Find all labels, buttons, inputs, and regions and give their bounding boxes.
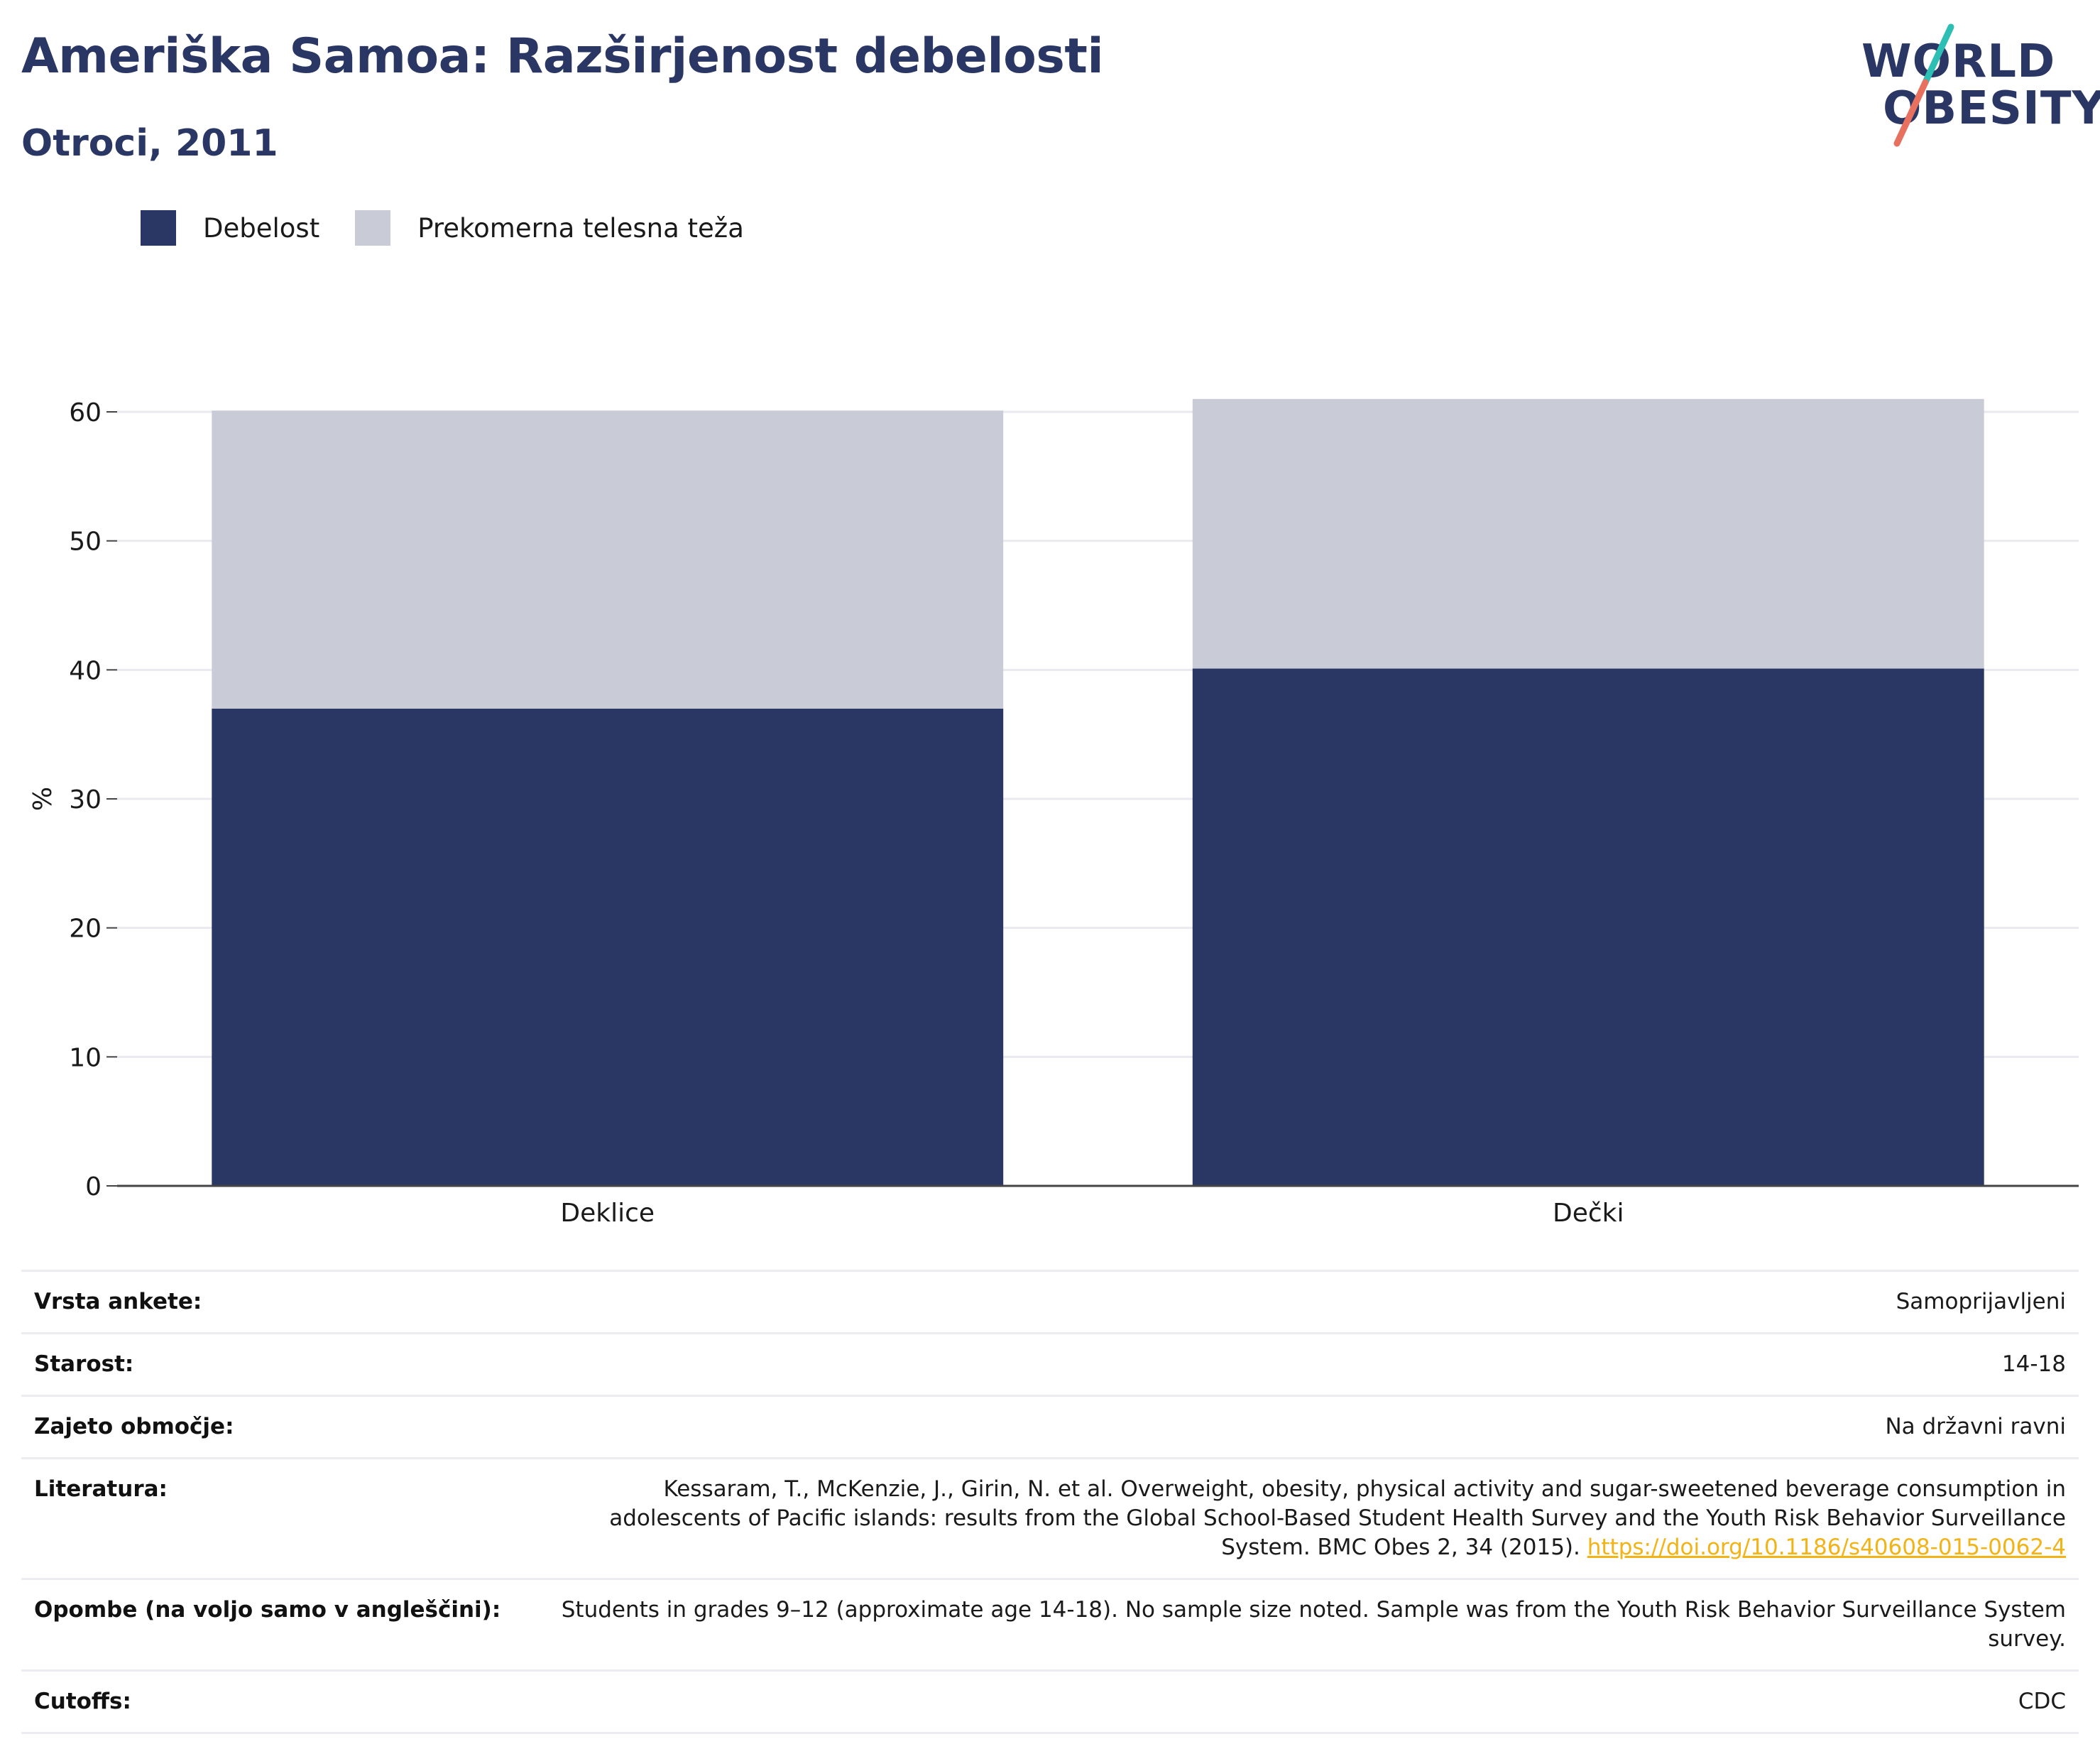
chart-title: Ameriška Samoa: Razširjenost debelosti bbox=[21, 28, 1104, 85]
metadata-key: Vrsta ankete: bbox=[21, 1270, 544, 1334]
x-tick-label: Deklice bbox=[560, 1199, 655, 1228]
legend-item-overweight[interactable]: Prekomerna telesna teža bbox=[355, 210, 744, 246]
bar-obesity bbox=[1192, 668, 1984, 1186]
legend-label-overweight: Prekomerna telesna teža bbox=[417, 212, 744, 244]
legend-swatch-obesity bbox=[141, 210, 176, 246]
bar-chart: 0 10 20 30 40 50 60% Deklice Dečki bbox=[28, 398, 2079, 1228]
metadata-row-cutoffs: Cutoffs: CDC bbox=[21, 1669, 2079, 1734]
legend-label-obesity: Debelost bbox=[203, 212, 320, 244]
metadata-value: Students in grades 9–12 (approximate age… bbox=[544, 1578, 2079, 1671]
bar-overweight bbox=[212, 410, 1004, 709]
metadata-value: Na državni ravni bbox=[544, 1395, 2079, 1459]
metadata-value: 14-18 bbox=[544, 1332, 2079, 1396]
y-tick-label: 60 bbox=[69, 398, 102, 427]
metadata-key: Opombe (na voljo samo v angleščini): bbox=[21, 1578, 544, 1671]
y-tick-label: 50 bbox=[69, 528, 102, 557]
bar-obesity bbox=[212, 708, 1004, 1186]
metadata-key: Starost: bbox=[21, 1332, 544, 1396]
y-tick-label: 20 bbox=[69, 915, 102, 944]
metadata-row-coverage: Zajeto območje: Na državni ravni bbox=[21, 1395, 2079, 1459]
logo-line-1: WORLD bbox=[1861, 36, 2056, 88]
metadata-table: Vrsta ankete: Samoprijavljeni Starost: 1… bbox=[21, 1270, 2079, 1734]
metadata-key: Literatura: bbox=[21, 1457, 544, 1579]
metadata-value: CDC bbox=[544, 1669, 2079, 1734]
x-tick-label: Dečki bbox=[1553, 1199, 1624, 1228]
legend-swatch-overweight bbox=[355, 210, 391, 246]
y-tick-label: 40 bbox=[69, 656, 102, 685]
literature-citation: Kessaram, T., McKenzie, J., Girin, N. et… bbox=[609, 1476, 2066, 1560]
world-obesity-logo: WORLD OBESITY bbox=[1846, 21, 2100, 149]
y-axis-label: % bbox=[28, 787, 58, 811]
y-tick-label: 10 bbox=[69, 1043, 102, 1072]
metadata-value: Kessaram, T., McKenzie, J., Girin, N. et… bbox=[544, 1457, 2079, 1579]
chart-subtitle: Otroci, 2011 bbox=[21, 122, 278, 165]
legend: Debelost Prekomerna telesna teža bbox=[141, 210, 780, 246]
metadata-row-notes: Opombe (na voljo samo v angleščini): Stu… bbox=[21, 1578, 2079, 1671]
legend-item-obesity[interactable]: Debelost bbox=[141, 210, 319, 246]
literature-doi-link[interactable]: https://doi.org/10.1186/s40608-015-0062-… bbox=[1587, 1535, 2066, 1560]
metadata-row-survey-type: Vrsta ankete: Samoprijavljeni bbox=[21, 1270, 2079, 1334]
logo-slash-icon bbox=[1893, 23, 1954, 147]
y-tick-label: 30 bbox=[69, 785, 102, 814]
metadata-row-age: Starost: 14-18 bbox=[21, 1332, 2079, 1396]
metadata-row-literature: Literatura: Kessaram, T., McKenzie, J., … bbox=[21, 1457, 2079, 1579]
metadata-key: Zajeto območje: bbox=[21, 1395, 544, 1459]
metadata-key: Cutoffs: bbox=[21, 1669, 544, 1734]
y-tick-label: 0 bbox=[85, 1172, 102, 1202]
bar-overweight bbox=[1192, 398, 1984, 669]
metadata-value: Samoprijavljeni bbox=[544, 1270, 2079, 1334]
